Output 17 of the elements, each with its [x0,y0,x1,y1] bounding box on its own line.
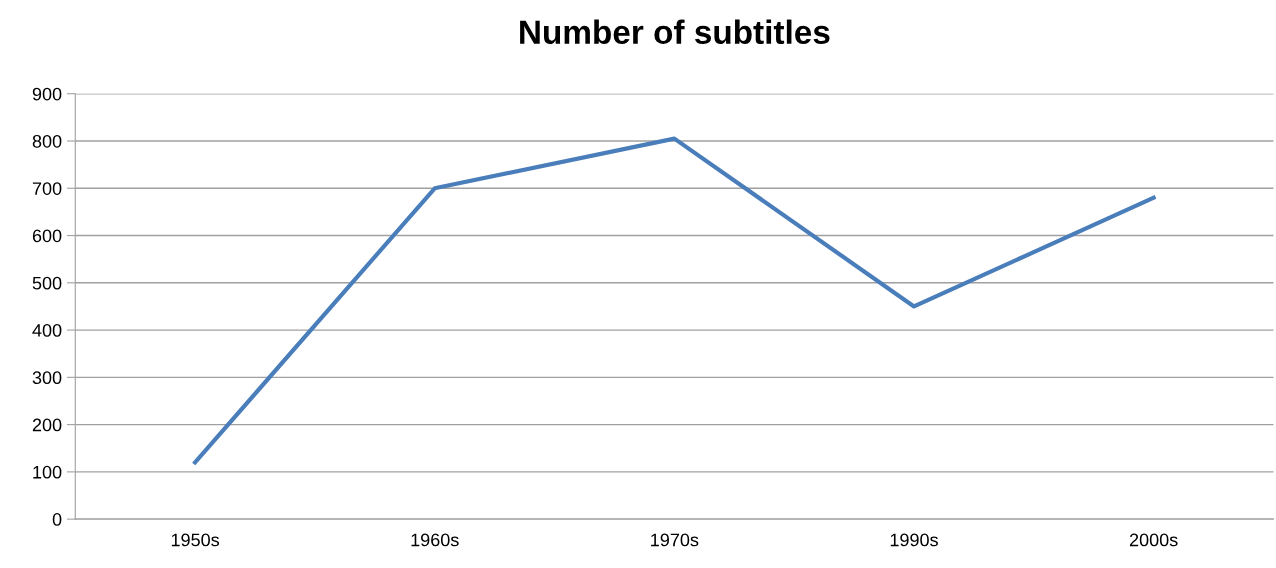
y-tick-label: 100 [33,465,62,479]
x-tick-label: 1990s [890,533,938,547]
x-tick-label: 1960s [411,533,459,547]
line-series [193,136,1156,465]
chart-title: Number of subtitles [520,19,830,45]
y-tick-label: 600 [32,229,62,243]
x-tick-label: 1950s [171,533,220,547]
y-tick-label: 900 [32,87,62,101]
x-tick-label: 2000s [1129,533,1178,547]
y-tick-label: 800 [32,134,62,148]
x-tick-label: 1970s [651,533,699,547]
y-tick-label: 700 [32,182,62,195]
y-tick-label: 200 [32,418,62,432]
y-tick-label: 0 [52,513,62,526]
y-tick-label: 500 [32,276,62,290]
y-tick-label: 300 [32,371,62,385]
y-tick-label: 400 [32,324,62,337]
